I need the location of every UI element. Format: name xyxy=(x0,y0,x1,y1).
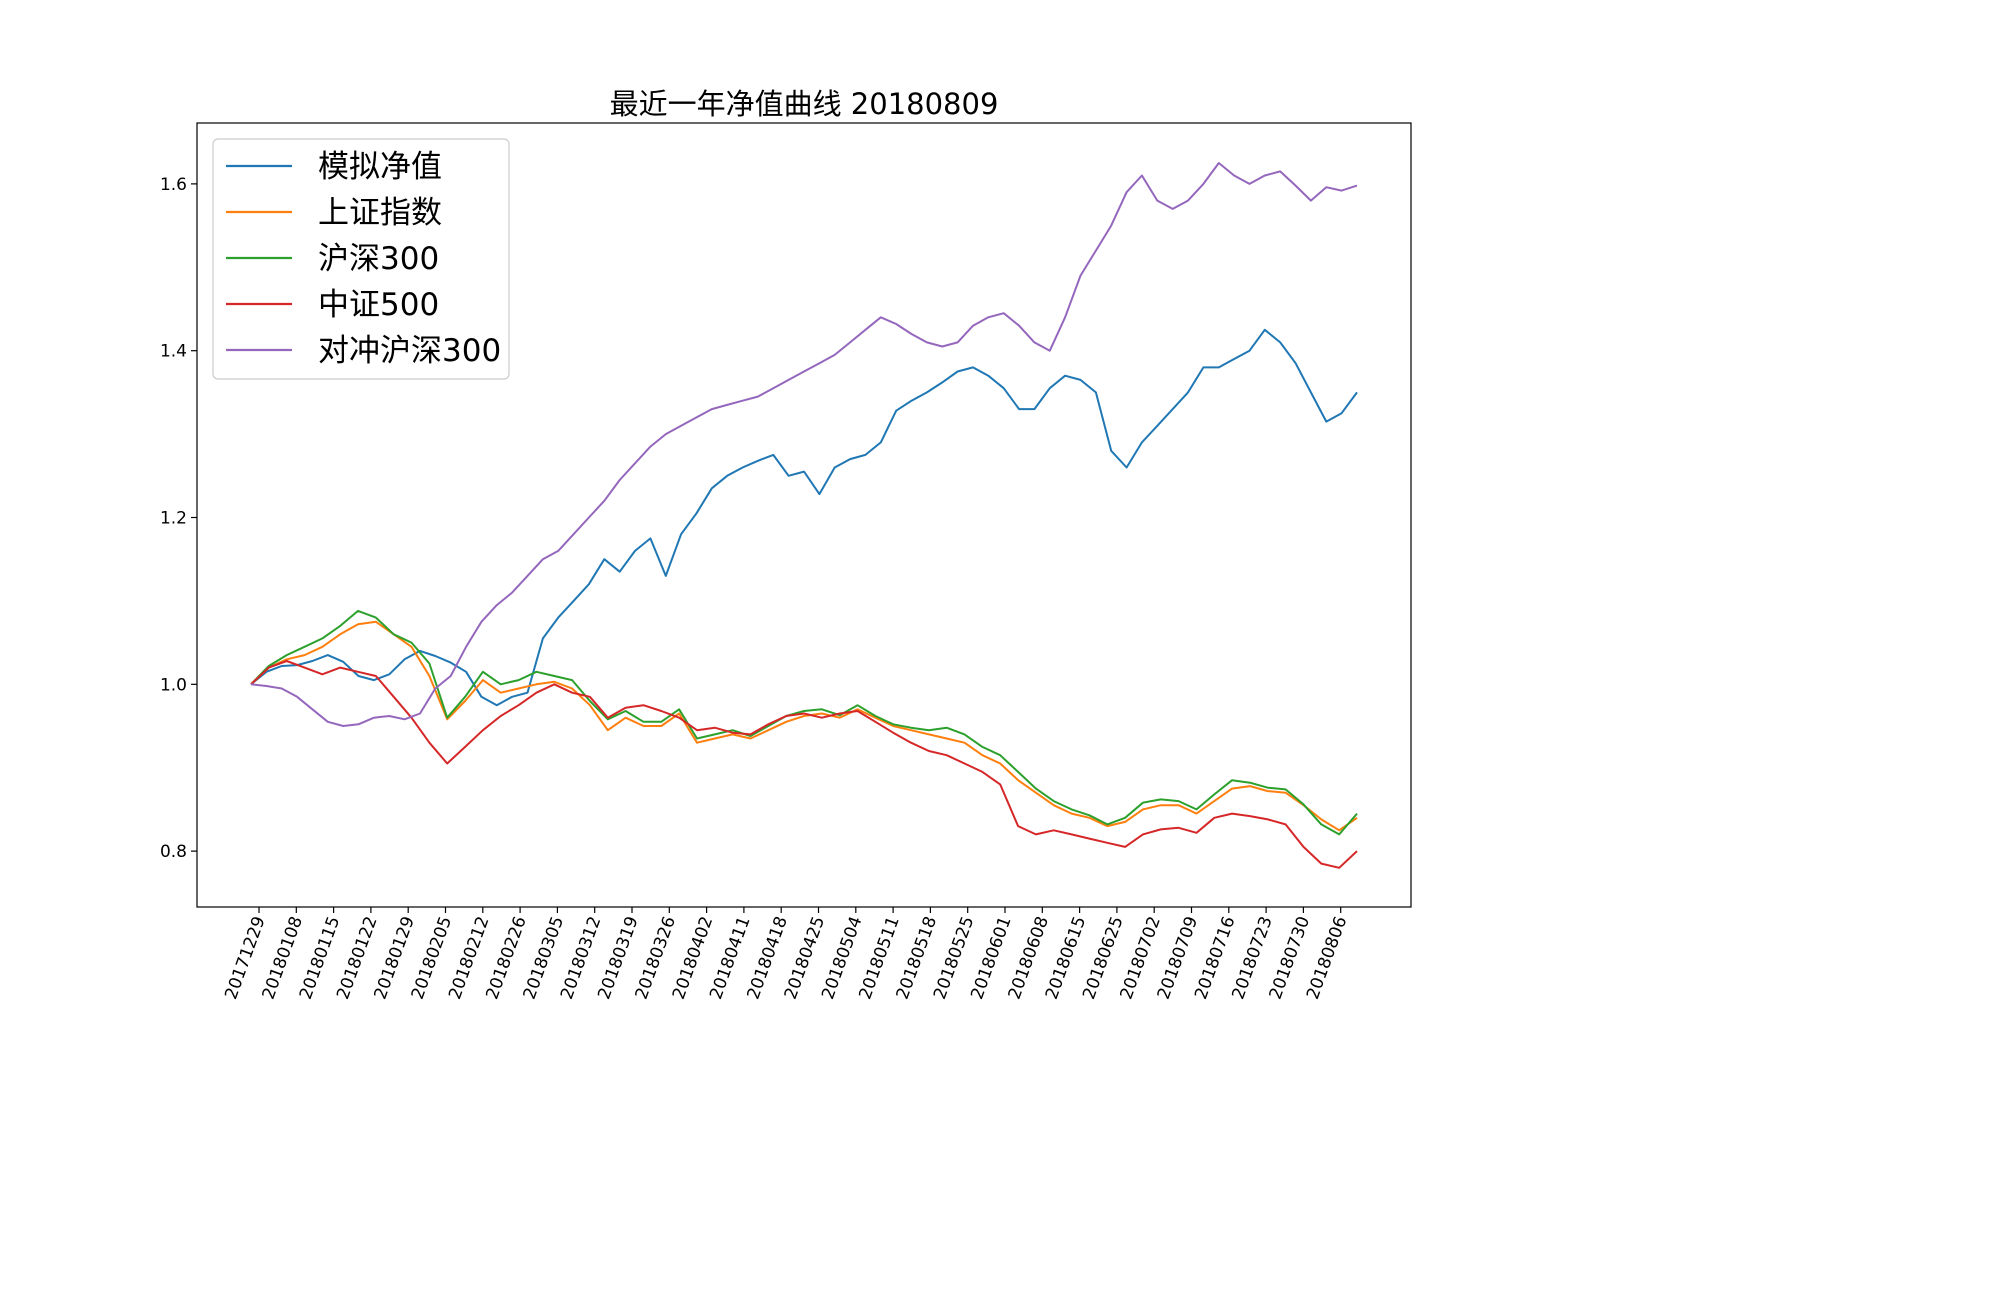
legend-box xyxy=(212,138,510,380)
series-layer xyxy=(250,162,1358,869)
y-tick-label: 1.0 xyxy=(160,675,187,695)
plot-frame xyxy=(196,122,1412,908)
legend-label: 模拟净值 xyxy=(318,149,442,185)
y-tick-label: 1.6 xyxy=(160,175,187,195)
y-tick-label: 0.8 xyxy=(160,842,187,862)
legend-label: 沪深300 xyxy=(318,241,439,277)
series-line-2 xyxy=(250,620,1358,832)
series-line-5 xyxy=(250,162,1358,727)
y-axis: 0.8 1.0 1.2 1.4 1.6 xyxy=(160,175,197,862)
x-axis: 2017122920180108201801152018012220180129… xyxy=(221,907,1351,1002)
series-line-4 xyxy=(250,660,1358,869)
legend-label: 对冲沪深300 xyxy=(318,333,501,369)
line-chart: 最近一年净值曲线 20180809 0.8 1.0 1.2 1.4 1.6 201712… xyxy=(160,87,1412,1002)
chart-title: 最近一年净值曲线 20180809 xyxy=(610,87,999,121)
legend-label: 上证指数 xyxy=(318,195,442,231)
series-line-1 xyxy=(250,328,1358,707)
y-tick-label: 1.2 xyxy=(160,509,187,529)
legend-label: 中证500 xyxy=(318,287,439,323)
series-line-3 xyxy=(250,609,1358,836)
y-tick-label: 1.4 xyxy=(160,342,187,362)
